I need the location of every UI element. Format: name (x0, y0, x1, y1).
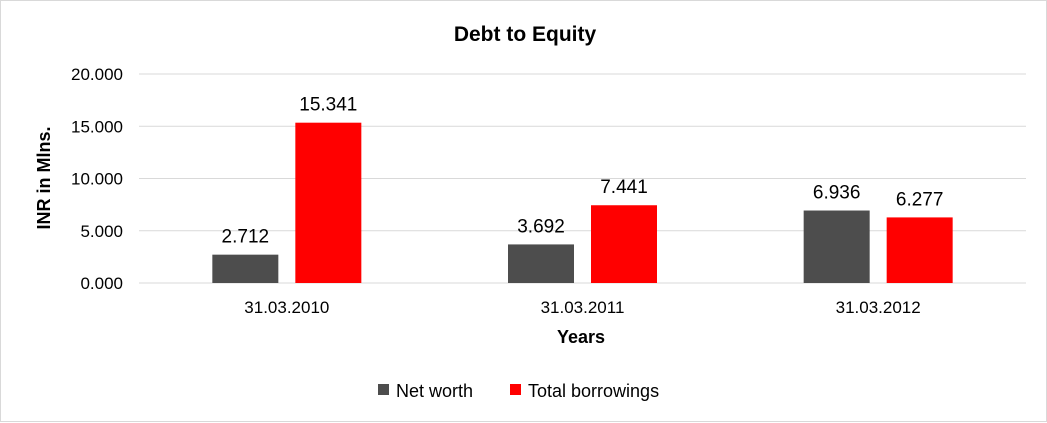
legend: Net worth Total borrowings (378, 381, 659, 401)
data-label: 6.277 (896, 189, 944, 210)
bar-net-worth (508, 244, 574, 283)
x-tick-label: 31.03.2010 (244, 298, 329, 317)
x-tick-label: 31.03.2011 (541, 298, 625, 317)
y-axis-title: INR in Mlns. (34, 127, 54, 230)
y-axis-ticks: 0.000 5.000 10.000 15.000 20.000 (71, 65, 123, 293)
legend-swatch (510, 384, 521, 395)
y-tick-label: 0.000 (80, 274, 123, 293)
data-label: 7.441 (600, 177, 648, 198)
legend-swatch (378, 384, 389, 395)
y-tick-label: 20.000 (71, 65, 123, 84)
bar-net-worth (212, 254, 279, 283)
y-tick-label: 15.000 (71, 117, 123, 136)
legend-label: Net worth (396, 381, 473, 401)
bar-net-worth (803, 210, 870, 283)
legend-label: Total borrowings (528, 381, 659, 401)
x-axis-ticks: 31.03.2010 31.03.2011 31.03.2012 (244, 298, 920, 317)
gridlines (139, 73, 1026, 284)
data-labels: 2.712 15.341 3.692 7.441 6.936 6.277 (222, 95, 944, 248)
data-label: 6.936 (813, 183, 861, 204)
bar-total-borrowings (886, 217, 953, 283)
bar-total-borrowings (591, 205, 657, 283)
y-tick-label: 5.000 (80, 222, 123, 241)
data-label: 3.692 (517, 216, 565, 237)
x-axis-title: Years (557, 327, 605, 347)
data-label: 2.712 (222, 227, 270, 248)
y-tick-label: 10.000 (71, 170, 123, 189)
bars (212, 122, 953, 283)
data-label: 15.341 (299, 95, 357, 116)
chart-title: Debt to Equity (454, 23, 597, 46)
bar-total-borrowings (295, 122, 362, 283)
x-tick-label: 31.03.2012 (836, 298, 921, 317)
